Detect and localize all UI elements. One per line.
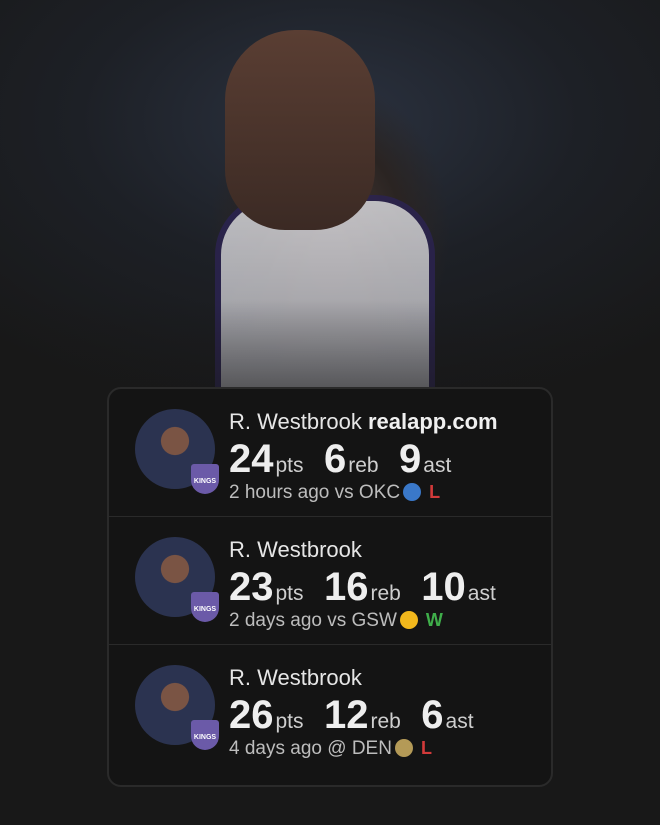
rebounds-unit: reb bbox=[348, 454, 379, 477]
assists-unit: ast bbox=[467, 582, 496, 605]
assists-value: 6 bbox=[421, 693, 444, 737]
nuggets-logo-icon bbox=[394, 739, 413, 757]
points-unit: pts bbox=[275, 710, 304, 733]
rebounds-unit: reb bbox=[370, 582, 401, 605]
points-unit: pts bbox=[275, 454, 304, 477]
thunder-logo-icon bbox=[403, 483, 422, 501]
rebounds-value: 12 bbox=[323, 693, 369, 737]
game-row[interactable]: KINGS R. Westbrook 26pts 12reb 6ast 4 da… bbox=[109, 645, 551, 773]
home-away: @ bbox=[327, 738, 347, 759]
watermark: realapp.com bbox=[367, 409, 498, 434]
game-result: W bbox=[425, 610, 443, 630]
player-name: R. Westbrook bbox=[229, 537, 362, 562]
kings-logo-icon: KINGS bbox=[191, 720, 219, 750]
points-unit: pts bbox=[275, 582, 304, 605]
kings-logo-icon: KINGS bbox=[191, 464, 219, 494]
game-row[interactable]: KINGS R. Westbrook realapp.com 24pts 6re… bbox=[109, 389, 551, 517]
game-time: 4 days ago bbox=[229, 738, 322, 759]
opponent: OKC bbox=[358, 482, 401, 503]
points-value: 26 bbox=[229, 693, 274, 737]
points-value: 23 bbox=[229, 565, 274, 609]
rebounds-unit: reb bbox=[370, 710, 401, 733]
kings-logo-icon: KINGS bbox=[191, 592, 219, 622]
player-name: R. Westbrook bbox=[229, 665, 362, 690]
assists-unit: ast bbox=[423, 454, 452, 477]
rebounds-value: 16 bbox=[323, 565, 369, 609]
assists-unit: ast bbox=[445, 710, 474, 733]
opponent: GSW bbox=[351, 610, 397, 631]
game-row[interactable]: KINGS R. Westbrook 23pts 16reb 10ast 2 d… bbox=[109, 517, 551, 645]
game-result: L bbox=[429, 482, 441, 502]
warriors-logo-icon bbox=[399, 611, 418, 629]
rebounds-value: 6 bbox=[323, 437, 347, 481]
home-away: vs bbox=[334, 482, 354, 503]
game-log-card: KINGS R. Westbrook realapp.com 24pts 6re… bbox=[107, 387, 553, 787]
game-result: L bbox=[420, 738, 432, 758]
opponent: DEN bbox=[351, 738, 392, 759]
home-away: vs bbox=[327, 610, 347, 631]
game-time: 2 days ago bbox=[229, 610, 322, 631]
player-name: R. Westbrook bbox=[229, 409, 362, 434]
assists-value: 10 bbox=[421, 565, 466, 609]
points-value: 24 bbox=[229, 437, 274, 481]
player-head bbox=[225, 30, 375, 230]
assists-value: 9 bbox=[399, 437, 422, 481]
game-time: 2 hours ago bbox=[229, 482, 330, 503]
